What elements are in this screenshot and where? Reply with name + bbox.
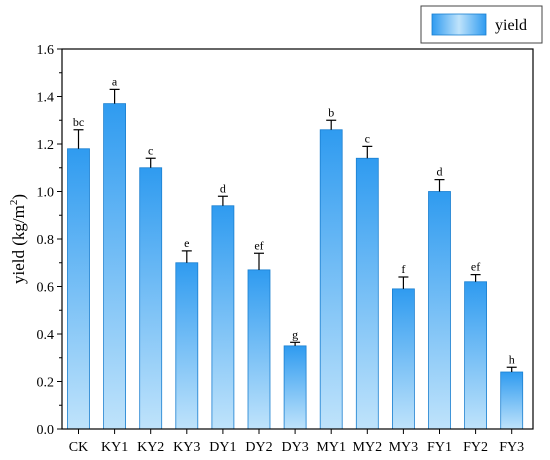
bar-DY2 <box>247 269 271 430</box>
bar-KY3 <box>175 262 199 430</box>
bar-MY1 <box>319 129 343 430</box>
x-tick-label: FY2 <box>463 440 488 455</box>
x-axis-ticks: CK KY1 KY2 KY3 DY1 DY2 DY3 MY1 MY2 MY3 FY1 FY2 FY3 <box>69 429 524 455</box>
bar-KY1 <box>103 103 126 430</box>
y-axis-title-main: yield (kg/m <box>9 205 28 284</box>
significance-label: d <box>437 165 443 179</box>
error-bar-MY2 <box>362 145 373 159</box>
significance-label: h <box>509 352 515 366</box>
x-tick-label: KY2 <box>137 440 164 455</box>
significance-label: e <box>184 236 189 250</box>
significance-label: c <box>365 131 370 145</box>
significance-label: b <box>328 105 334 119</box>
error-bar-DY1 <box>217 195 228 206</box>
y-axis-title-suffix: ) <box>9 194 28 200</box>
bar-FY1 <box>428 191 451 430</box>
error-bar-MY3 <box>398 276 409 289</box>
x-tick-label: DY1 <box>209 440 236 455</box>
x-tick-label: KY1 <box>101 440 128 455</box>
bar-MY3 <box>391 288 415 430</box>
x-tick-label: FY1 <box>427 440 452 455</box>
error-bar-FY1 <box>434 179 445 192</box>
x-tick-label: MY3 <box>389 440 419 455</box>
x-tick-label: DY3 <box>281 440 308 455</box>
x-tick-label: MY2 <box>353 440 383 455</box>
bar-KY2 <box>139 167 163 430</box>
y-tick-label: 1.0 <box>37 186 55 201</box>
significance-label: ef <box>471 260 480 274</box>
bar-FY2 <box>464 281 488 430</box>
x-tick-label: CK <box>69 440 88 455</box>
error-bar-FY2 <box>470 274 481 282</box>
y-tick-label: 0.6 <box>37 281 55 296</box>
error-bar-DY3 <box>290 341 301 346</box>
error-bar-CK <box>73 129 84 149</box>
y-axis-title-superscript: 2 <box>8 200 20 206</box>
bar-FY3 <box>500 371 524 430</box>
y-axis-ticks: 0.0 0.2 0.4 0.6 0.8 1.0 1.2 1.4 1.6 <box>37 43 62 438</box>
significance-label: ef <box>254 238 263 252</box>
y-tick-label: 0.0 <box>37 423 55 438</box>
error-bar-DY2 <box>254 252 264 270</box>
x-tick-label: DY2 <box>245 440 272 455</box>
y-tick-label: 1.4 <box>37 91 55 106</box>
x-tick-label: FY3 <box>499 440 524 455</box>
y-tick-label: 0.4 <box>37 328 55 343</box>
y-tick-label: 1.2 <box>37 138 55 153</box>
y-axis-title: yield (kg/m2) <box>8 194 28 284</box>
bar-CK <box>67 148 90 430</box>
legend: yield <box>420 5 543 44</box>
x-tick-label: MY1 <box>316 440 346 455</box>
significance-label: bc <box>73 115 84 129</box>
legend-label: yield <box>495 17 527 34</box>
error-bar-FY3 <box>506 366 517 372</box>
bar-MY2 <box>355 157 379 430</box>
error-bar-KY3 <box>181 250 192 263</box>
error-bar-KY1 <box>109 88 120 104</box>
significance-label: f <box>401 262 405 276</box>
significance-label: a <box>112 74 118 88</box>
significance-label: g <box>292 327 298 341</box>
y-tick-label: 0.8 <box>37 233 55 248</box>
significance-label: d <box>220 181 226 195</box>
x-tick-label: KY3 <box>173 440 200 455</box>
error-bar-MY1 <box>326 119 337 130</box>
significance-label: c <box>148 143 153 157</box>
y-tick-label: 1.6 <box>37 43 55 58</box>
bar-DY3 <box>283 345 307 430</box>
error-bar-KY2 <box>145 157 156 168</box>
plot-frame <box>61 48 534 430</box>
legend-swatch <box>431 13 487 36</box>
y-tick-label: 0.2 <box>37 376 55 391</box>
bar-DY1 <box>211 205 235 430</box>
